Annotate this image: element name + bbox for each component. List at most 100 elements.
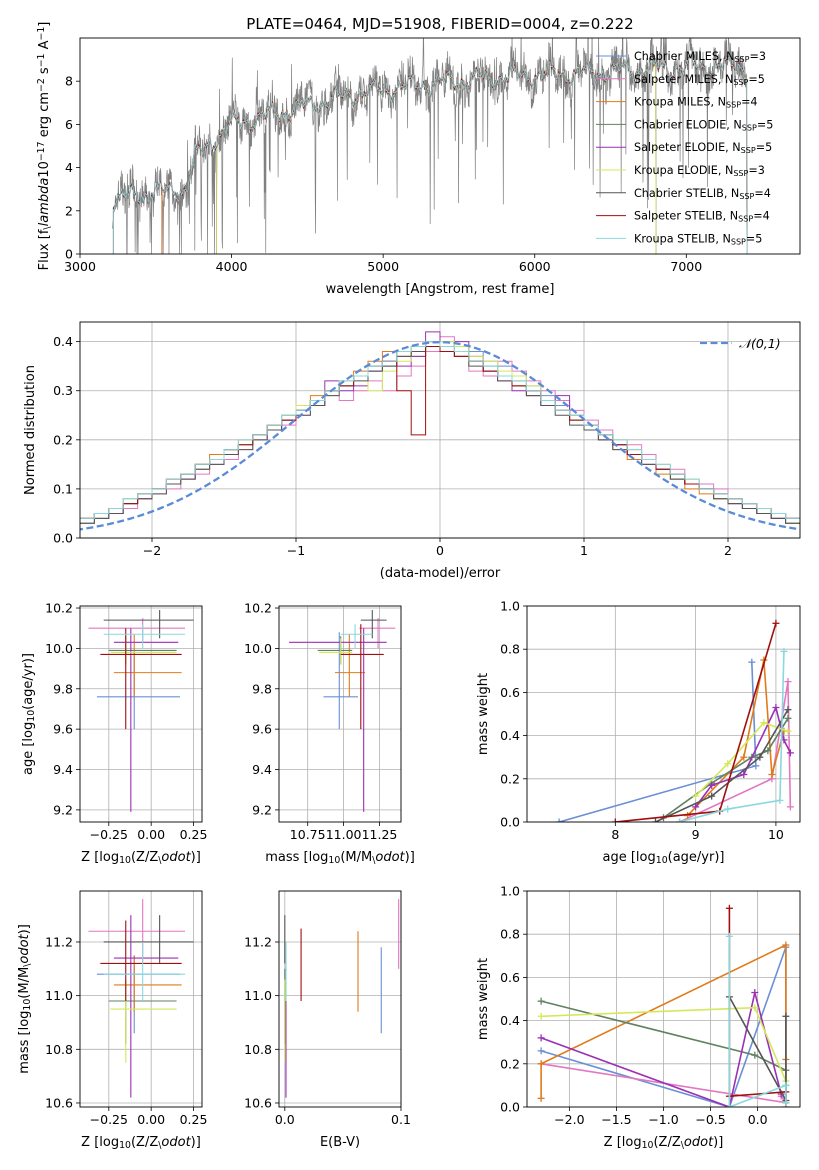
x-axis-label: E(B-V) [320, 1135, 360, 1150]
axes-frame: 3000 4000 5000 6000 7000 0 2 4 6 8 wavelength [Ang… [36, 22, 801, 297]
legend-entry: Chabrier MILES, NSSP=3 [634, 50, 766, 64]
x-axis-label: wavelength [Angstrom, rest frame] [326, 282, 555, 297]
error-bar [88, 618, 186, 643]
x-tick-label: −0.25 [90, 1112, 128, 1127]
weight-marker [725, 1103, 733, 1107]
y-tick-label: 0.0 [500, 1100, 520, 1115]
weight-vs-age-panel: 8 9 10 0.0 0.2 0.4 0.6 0.8 1.0 age [log10(age/yr)… [476, 599, 801, 866]
y-axis-label: mass weight [476, 958, 491, 1040]
weight-marker [784, 727, 792, 735]
normal-curve [80, 341, 800, 531]
x-tick-label: 5000 [367, 259, 399, 274]
y-tick-label: 9.4 [53, 762, 73, 777]
grid [80, 891, 202, 1107]
error-bar [289, 628, 387, 812]
error-bar [110, 979, 177, 1063]
y-axis-label: Normed distribution [23, 365, 38, 495]
y-tick-label: 9.8 [53, 681, 73, 696]
weight-line [687, 659, 785, 817]
plot-area [112, 38, 748, 254]
weight-marker [786, 749, 794, 757]
x-axis-label: mass [log10(M/M\odot)] [265, 850, 415, 866]
axes-border [79, 605, 203, 823]
legend-entry: Kroupa ELODIE, NSSP=3 [634, 164, 765, 178]
x-tick-label: 4000 [216, 259, 248, 274]
weight-marker [724, 760, 732, 768]
weight-marker [751, 989, 759, 997]
y-tick-label: 0.4 [500, 728, 520, 743]
x-tick-label: 9 [692, 827, 700, 842]
y-tick-label: 6 [65, 117, 73, 132]
x-tick-label: 1 [580, 543, 588, 558]
weight-marker [708, 792, 716, 800]
weight-marker [555, 818, 563, 822]
weight-marker [537, 1012, 545, 1020]
y-tick-label: 1.0 [500, 599, 520, 614]
x-tick-label: −0.5 [695, 1112, 725, 1127]
legend-entry: Salpeter ELODIE, NSSP=5 [634, 141, 772, 155]
weight-marker [740, 753, 748, 761]
grid [279, 606, 401, 822]
weight-vs-metallicity-panel: −2.0 −1.5 −1.0 −0.5 0.0 0.0 0.2 0.4 0.6 0.8 1.0 Z [… [476, 884, 801, 1151]
weight-line [679, 651, 785, 822]
axes-border [526, 605, 801, 823]
legend-entry: Chabrier STELIB, NSSP=4 [634, 187, 771, 201]
error-bar [113, 634, 182, 697]
weight-marker [724, 805, 732, 813]
residual-histogram [80, 341, 800, 519]
x-tick-label: 11.00 [326, 827, 362, 842]
y-tick-label: 0.4 [53, 334, 73, 349]
y-tick-label: 0.4 [500, 1013, 520, 1028]
y-tick-label: 10.8 [45, 1042, 73, 1057]
y-tick-label: 0.0 [53, 531, 73, 546]
error-bar [360, 610, 387, 639]
grid [527, 605, 800, 823]
weight-marker [760, 719, 768, 727]
y-tick-label: 11.2 [45, 934, 73, 949]
weight-marker [748, 658, 756, 666]
axes-frame: 8 9 10 0.0 0.2 0.4 0.6 0.8 1.0 age [log10(age/yr)… [476, 599, 801, 866]
spectrum-panel: 3000 4000 5000 6000 7000 0 2 4 6 8 wavelength [Ang… [36, 22, 801, 297]
x-tick-label: 10.75 [290, 827, 326, 842]
weight-marker [782, 1099, 790, 1107]
weight-marker [537, 1034, 545, 1042]
y-tick-label: 0.2 [500, 771, 520, 786]
error-bar [100, 628, 182, 730]
y-tick-label: 10.8 [244, 1042, 272, 1057]
x-tick-label: 7000 [670, 259, 702, 274]
plot-area [80, 331, 800, 531]
axes-frame: −0.25 0.00 0.25 10.6 10.8 11.0 11.2 Z [log10(Z/… [17, 890, 207, 1151]
axes-frame: 0.0 0.1 10.6 10.8 11.0 11.2 E(B-V) [244, 890, 411, 1150]
weight-marker [740, 770, 748, 778]
x-tick-label: 10 [768, 827, 784, 842]
legend-entry: 𝒩(0,1) [739, 336, 781, 351]
weight-marker [692, 792, 700, 800]
y-tick-label: 0.6 [500, 970, 520, 985]
axes-frame: −2.0 −1.5 −1.0 −0.5 0.0 0.0 0.2 0.4 0.6 0.8 1.0 Z [… [476, 884, 801, 1151]
error-bar [96, 652, 180, 730]
weight-marker [708, 781, 716, 789]
y-tick-label: 10.2 [45, 601, 73, 616]
y-tick-label: 9.4 [252, 762, 272, 777]
y-tick-label: 9.2 [252, 802, 272, 817]
y-tick-label: 0.2 [53, 432, 73, 447]
weight-marker [611, 818, 619, 822]
weight-marker [752, 762, 760, 770]
weight-marker [780, 647, 788, 655]
axes-frame: 10.75 11.00 11.25 9.2 9.4 9.6 9.8 10.0 10.2 mass … [244, 601, 415, 867]
grid [80, 322, 800, 539]
y-tick-label: 11.0 [244, 988, 272, 1003]
x-tick-label: 0.0 [275, 1112, 295, 1127]
weight-line [558, 662, 757, 822]
y-tick-label: 0.8 [500, 642, 520, 657]
x-tick-label: −1.0 [648, 1112, 678, 1127]
error-bar [340, 624, 384, 730]
weight-marker [537, 1094, 545, 1102]
axes-border [79, 37, 801, 255]
plot-area [88, 899, 194, 1098]
x-tick-label: 3000 [64, 259, 96, 274]
y-tick-label: 0.2 [500, 1056, 520, 1071]
age-vs-mass-panel: 10.75 11.00 11.25 9.2 9.4 9.6 9.8 10.0 10.2 mass … [244, 601, 415, 867]
legend: Chabrier MILES, NSSP=3 Salpeter MILES, NS… [596, 50, 773, 246]
error-bar [100, 920, 182, 1002]
